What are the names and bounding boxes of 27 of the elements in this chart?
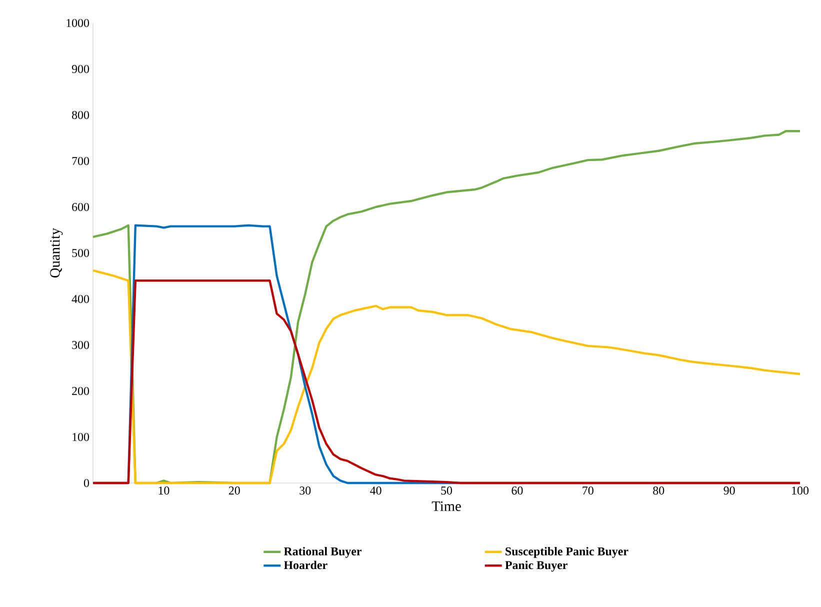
y-tick-label: 1000 <box>66 18 90 28</box>
x-tick-label: 10 <box>158 486 170 495</box>
x-tick-label: 100 <box>792 486 809 495</box>
y-tick-label: 200 <box>72 386 90 396</box>
legend-label: Panic Buyer <box>505 560 568 572</box>
y-tick-label: 600 <box>72 202 90 212</box>
x-tick-label: 30 <box>300 486 311 495</box>
x-tick-label: 90 <box>724 486 735 495</box>
y-axis-title: Quantity <box>50 228 63 278</box>
y-tick-label: 900 <box>72 64 90 74</box>
legend-label: Susceptible Panic Buyer <box>506 546 628 558</box>
y-tick-label: 300 <box>72 340 90 350</box>
legend-label: Hoarder <box>284 560 328 570</box>
y-tick-label: 700 <box>72 156 90 166</box>
y-tick-label: 800 <box>72 110 90 120</box>
x-tick-label: 40 <box>370 486 382 495</box>
y-tick-label: 0 <box>84 478 90 488</box>
legend-label: Rational Buyer <box>284 546 362 558</box>
y-tick-label: 100 <box>72 432 90 442</box>
y-tick-label: 400 <box>72 294 90 304</box>
x-tick-label: 20 <box>228 486 240 495</box>
x-tick-label: 70 <box>582 486 594 495</box>
x-tick-label: 80 <box>653 486 664 495</box>
x-tick-label: 60 <box>512 486 523 495</box>
x-tick-label: 50 <box>441 486 452 495</box>
x-axis-title: Time <box>432 501 461 512</box>
y-tick-label: 500 <box>72 248 90 258</box>
